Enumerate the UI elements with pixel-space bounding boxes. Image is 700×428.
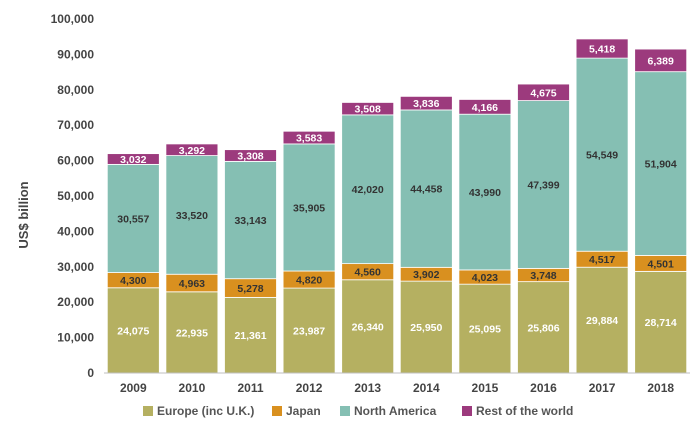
bar-segment xyxy=(458,283,512,374)
bar-segment xyxy=(106,287,160,374)
bar-segment xyxy=(341,279,395,374)
x-tick-label: 2012 xyxy=(296,381,323,395)
bar-segment xyxy=(634,48,688,73)
y-tick-label: 100,000 xyxy=(51,12,95,26)
data-label: 25,950 xyxy=(410,322,442,334)
data-label: 3,292 xyxy=(179,145,205,157)
data-label: 4,517 xyxy=(589,254,615,266)
data-label: 54,549 xyxy=(586,150,618,162)
data-label: 33,520 xyxy=(176,210,208,222)
data-label: 4,166 xyxy=(472,102,498,114)
y-tick-label: 0 xyxy=(87,366,94,380)
data-label: 4,963 xyxy=(179,278,205,290)
x-tick-label: 2018 xyxy=(647,381,674,395)
data-label: 3,902 xyxy=(413,269,439,281)
bar-segment xyxy=(282,143,336,272)
data-label: 30,557 xyxy=(117,213,149,225)
legend-label: Japan xyxy=(286,404,321,418)
bar-segment xyxy=(517,100,570,269)
bar-segment xyxy=(517,83,570,101)
data-label: 29,884 xyxy=(586,315,618,327)
data-label: 24,075 xyxy=(117,325,149,337)
data-label: 51,904 xyxy=(645,159,677,171)
legend-label: North America xyxy=(354,404,437,418)
bar-segment xyxy=(575,266,629,374)
legend-label: Europe (inc U.K.) xyxy=(157,404,254,418)
data-label: 3,308 xyxy=(237,151,263,163)
y-tick-label: 50,000 xyxy=(57,189,94,203)
legend-swatch xyxy=(340,406,350,416)
x-tick-label: 2016 xyxy=(530,381,557,395)
bars: 24,075 4,300 30,557 3,032 22,935 4,963 33,520 3… xyxy=(106,38,688,374)
data-label: 6,389 xyxy=(648,55,674,67)
bar-segment xyxy=(224,149,277,162)
data-label: 28,714 xyxy=(645,317,677,329)
y-tick-label: 60,000 xyxy=(57,154,94,168)
data-label: 4,820 xyxy=(296,275,322,287)
data-label: 4,300 xyxy=(120,275,146,287)
data-label: 43,990 xyxy=(469,187,501,199)
data-label: 21,361 xyxy=(234,330,266,342)
data-label: 33,143 xyxy=(234,215,266,227)
data-label: 4,023 xyxy=(472,272,498,284)
bar-segment xyxy=(399,95,453,111)
bar-segment xyxy=(575,38,629,59)
legend-swatch xyxy=(143,406,153,416)
x-tick-labels: 2009 2010 2011 2012 2013 2014 2015 2016 2017 2018 xyxy=(120,381,674,395)
data-label: 5,278 xyxy=(237,283,263,295)
bar-segment xyxy=(106,153,160,165)
data-label: 25,095 xyxy=(469,324,501,336)
data-label: 42,020 xyxy=(352,184,384,196)
data-label: 4,675 xyxy=(530,87,556,99)
y-tick-label: 40,000 xyxy=(57,224,94,238)
x-tick-label: 2014 xyxy=(413,381,440,395)
data-label: 4,501 xyxy=(648,258,674,270)
bar-segment xyxy=(458,99,512,115)
y-tick-label: 30,000 xyxy=(57,260,94,274)
data-label: 5,418 xyxy=(589,44,615,56)
data-label: 47,399 xyxy=(527,179,559,191)
bar-segment xyxy=(282,130,336,145)
bar-segment xyxy=(634,270,688,374)
legend: Europe (inc U.K.) Japan North America Rest … xyxy=(143,404,573,418)
data-label: 23,987 xyxy=(293,326,325,338)
data-label: 3,583 xyxy=(296,133,322,145)
y-tick-label: 80,000 xyxy=(57,83,94,97)
legend-swatch xyxy=(462,406,472,416)
x-tick-label: 2015 xyxy=(472,381,499,395)
bar-segment xyxy=(634,71,688,256)
x-tick-label: 2013 xyxy=(354,381,381,395)
y-tick-label: 10,000 xyxy=(57,331,94,345)
data-label: 3,836 xyxy=(413,98,439,110)
x-tick-label: 2009 xyxy=(120,381,147,395)
data-label: 4,560 xyxy=(355,267,381,279)
data-label: 3,508 xyxy=(355,104,381,116)
bar-segment xyxy=(458,113,512,271)
bar-segment xyxy=(399,280,453,374)
legend-swatch xyxy=(272,406,282,416)
data-label: 3,748 xyxy=(530,270,556,282)
x-tick-label: 2017 xyxy=(589,381,616,395)
data-label: 3,032 xyxy=(120,154,146,166)
data-label: 26,340 xyxy=(352,321,384,333)
bar-segment xyxy=(341,102,395,116)
bar-segment xyxy=(341,114,395,265)
x-tick-label: 2011 xyxy=(237,381,263,395)
data-label: 44,458 xyxy=(410,184,442,196)
x-tick-label: 2010 xyxy=(179,381,206,395)
bar-segment xyxy=(575,57,629,252)
legend-label: Rest of the world xyxy=(476,404,573,418)
y-tick-label: 90,000 xyxy=(57,47,94,61)
y-tick-labels: 0 10,000 20,000 30,000 40,000 50,000 60,000 70,… xyxy=(51,12,95,380)
data-label: 35,905 xyxy=(293,202,325,214)
y-tick-label: 20,000 xyxy=(57,295,94,309)
data-label: 22,935 xyxy=(176,327,208,339)
bar-segment xyxy=(399,109,453,268)
bar-segment xyxy=(165,143,219,156)
y-tick-label: 70,000 xyxy=(57,118,94,132)
bar-segment xyxy=(282,287,336,374)
data-label: 25,806 xyxy=(527,322,559,334)
y-axis-label: US$ billion xyxy=(16,181,31,248)
